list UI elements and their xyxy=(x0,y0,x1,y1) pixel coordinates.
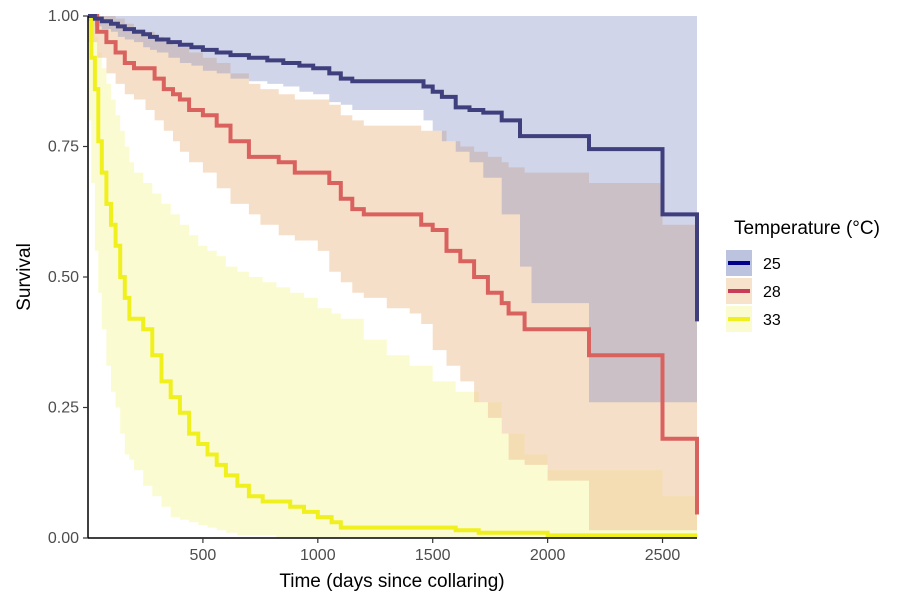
x-tick-label: 2000 xyxy=(530,547,566,564)
ci-ribbon-25 xyxy=(88,16,697,403)
survival-line-28 xyxy=(88,14,699,515)
legend-label: 33 xyxy=(763,312,781,329)
legend-label: 25 xyxy=(763,256,781,273)
legend-title: Temperature (°C) xyxy=(734,218,880,239)
legend: Temperature (°C) 25 28 33 xyxy=(726,218,880,332)
y-tick-label: 0.50 xyxy=(48,269,79,286)
legend-key-25: 25 xyxy=(726,250,781,276)
x-tick-label: 2500 xyxy=(645,547,681,564)
x-tick-label: 500 xyxy=(190,547,217,564)
survival-curves xyxy=(88,14,699,538)
x-tick-label: 1500 xyxy=(415,547,451,564)
legend-key-33: 33 xyxy=(726,306,781,332)
y-tick-label: 0.00 xyxy=(48,530,79,547)
ci-ribbon-33 xyxy=(88,16,697,538)
legend-label: 28 xyxy=(763,284,781,301)
survival-line-33 xyxy=(88,14,697,538)
y-tick-label: 1.00 xyxy=(48,8,79,25)
legend-key-28: 28 xyxy=(726,278,781,304)
x-tick-label: 1000 xyxy=(300,547,336,564)
ci-ribbon-28 xyxy=(88,16,697,531)
x-axis-title: Time (days since collaring) xyxy=(279,571,504,592)
y-axis-title: Survival xyxy=(14,243,35,311)
survival-line-25 xyxy=(88,14,699,322)
tick-marks: 500 1000 1500 2000 2500 0.00 0.25 0.50 0.75 1.00 xyxy=(48,8,681,564)
y-tick-label: 0.75 xyxy=(48,139,79,156)
confidence-ribbons xyxy=(88,16,697,538)
y-tick-label: 0.25 xyxy=(48,400,79,417)
